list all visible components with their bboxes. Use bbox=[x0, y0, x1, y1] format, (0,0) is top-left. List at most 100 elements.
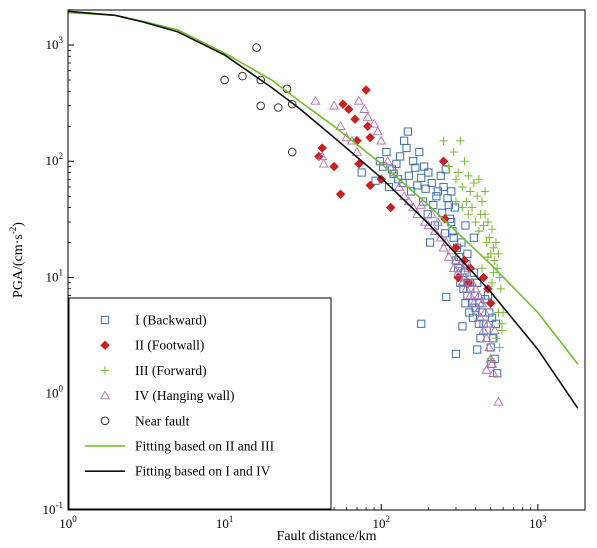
data-point bbox=[409, 157, 418, 166]
x-tick-base: 10 bbox=[216, 516, 229, 531]
data-point bbox=[343, 104, 354, 114]
y-tick-exp: 2 bbox=[59, 151, 64, 161]
data-point bbox=[456, 136, 465, 145]
data-point bbox=[443, 251, 454, 261]
y-tick-exp: 1 bbox=[59, 267, 64, 277]
data-point bbox=[406, 187, 416, 196]
y-tick-base: 10 bbox=[46, 269, 59, 284]
data-point bbox=[451, 243, 461, 253]
y-tick-label: 101 bbox=[46, 267, 64, 284]
data-point bbox=[317, 151, 328, 161]
data-point bbox=[463, 249, 472, 258]
data-point bbox=[412, 209, 423, 218]
data-point bbox=[386, 202, 396, 213]
series-3 bbox=[310, 95, 504, 406]
x-tick-exp: 1 bbox=[229, 514, 234, 524]
data-point bbox=[443, 194, 452, 203]
data-point bbox=[462, 197, 471, 206]
y-tick-exp: 0 bbox=[59, 384, 64, 394]
data-point bbox=[402, 143, 411, 153]
data-point bbox=[473, 290, 484, 300]
data-point bbox=[220, 75, 229, 85]
data-point bbox=[416, 199, 427, 209]
data-point bbox=[438, 208, 447, 217]
data-point bbox=[464, 210, 473, 219]
data-point bbox=[489, 325, 500, 335]
legend-entry: Fitting based on I and IV bbox=[85, 464, 271, 479]
x-tick-label: 101 bbox=[216, 514, 234, 531]
data-point bbox=[450, 255, 462, 265]
data-point bbox=[415, 147, 424, 157]
data-point bbox=[338, 99, 348, 109]
plot-area bbox=[68, 10, 579, 409]
data-point bbox=[473, 345, 482, 354]
data-point bbox=[495, 343, 504, 352]
data-point bbox=[480, 210, 490, 219]
series-2 bbox=[439, 136, 508, 363]
data-point bbox=[466, 277, 478, 287]
legend-label: IV (Hanging wall) bbox=[135, 388, 234, 403]
data-point bbox=[335, 121, 346, 130]
data-point bbox=[496, 284, 506, 293]
data-point bbox=[473, 192, 482, 201]
data-point bbox=[482, 318, 494, 328]
data-point bbox=[426, 209, 437, 218]
data-point bbox=[396, 152, 405, 161]
x-tick-base: 10 bbox=[529, 516, 542, 531]
data-point bbox=[461, 283, 472, 293]
y-tick-base: 10 bbox=[43, 502, 56, 517]
data-point bbox=[379, 162, 388, 171]
data-point bbox=[310, 95, 321, 105]
data-point bbox=[376, 135, 387, 145]
data-point bbox=[329, 161, 339, 172]
data-point bbox=[458, 203, 467, 212]
data-point bbox=[486, 358, 498, 368]
legend-marker bbox=[99, 390, 111, 400]
data-point bbox=[362, 111, 373, 121]
data-point bbox=[435, 232, 446, 242]
data-point bbox=[483, 217, 493, 227]
data-point bbox=[479, 307, 491, 317]
data-point bbox=[484, 342, 495, 352]
data-point bbox=[351, 146, 363, 156]
data-point bbox=[273, 103, 283, 112]
x-tick-exp: 0 bbox=[72, 514, 77, 524]
data-point bbox=[421, 184, 430, 193]
y-axis-title-exp: -2 bbox=[8, 227, 18, 235]
data-point bbox=[477, 264, 487, 273]
data-point bbox=[467, 203, 477, 212]
data-point bbox=[495, 273, 504, 282]
y-tick-label: 100 bbox=[46, 384, 64, 401]
data-point bbox=[346, 135, 358, 145]
data-point bbox=[314, 151, 324, 162]
y-tick-base: 10 bbox=[46, 37, 59, 52]
data-point bbox=[449, 147, 458, 157]
data-point bbox=[365, 132, 375, 143]
legend-label: III (Forward) bbox=[135, 363, 207, 378]
data-point bbox=[418, 197, 428, 206]
data-point bbox=[465, 290, 476, 300]
data-point bbox=[489, 243, 498, 253]
data-point bbox=[353, 95, 364, 105]
data-point bbox=[457, 238, 466, 247]
legend-entry: I (Backward) bbox=[100, 313, 207, 328]
data-point bbox=[449, 233, 458, 242]
data-point bbox=[466, 187, 475, 196]
data-point bbox=[451, 175, 461, 184]
data-point bbox=[451, 197, 461, 206]
data-point bbox=[252, 43, 261, 52]
fit-line-1 bbox=[68, 10, 579, 409]
data-point bbox=[477, 197, 487, 206]
data-point bbox=[482, 238, 491, 247]
data-point bbox=[489, 268, 498, 277]
data-point bbox=[238, 71, 247, 81]
data-point bbox=[485, 233, 494, 242]
data-point bbox=[464, 171, 473, 180]
data-point bbox=[317, 143, 327, 153]
data-point bbox=[463, 263, 474, 272]
data-point bbox=[444, 200, 453, 210]
data-point bbox=[318, 158, 329, 168]
data-point bbox=[458, 322, 467, 331]
data-point bbox=[469, 233, 478, 242]
